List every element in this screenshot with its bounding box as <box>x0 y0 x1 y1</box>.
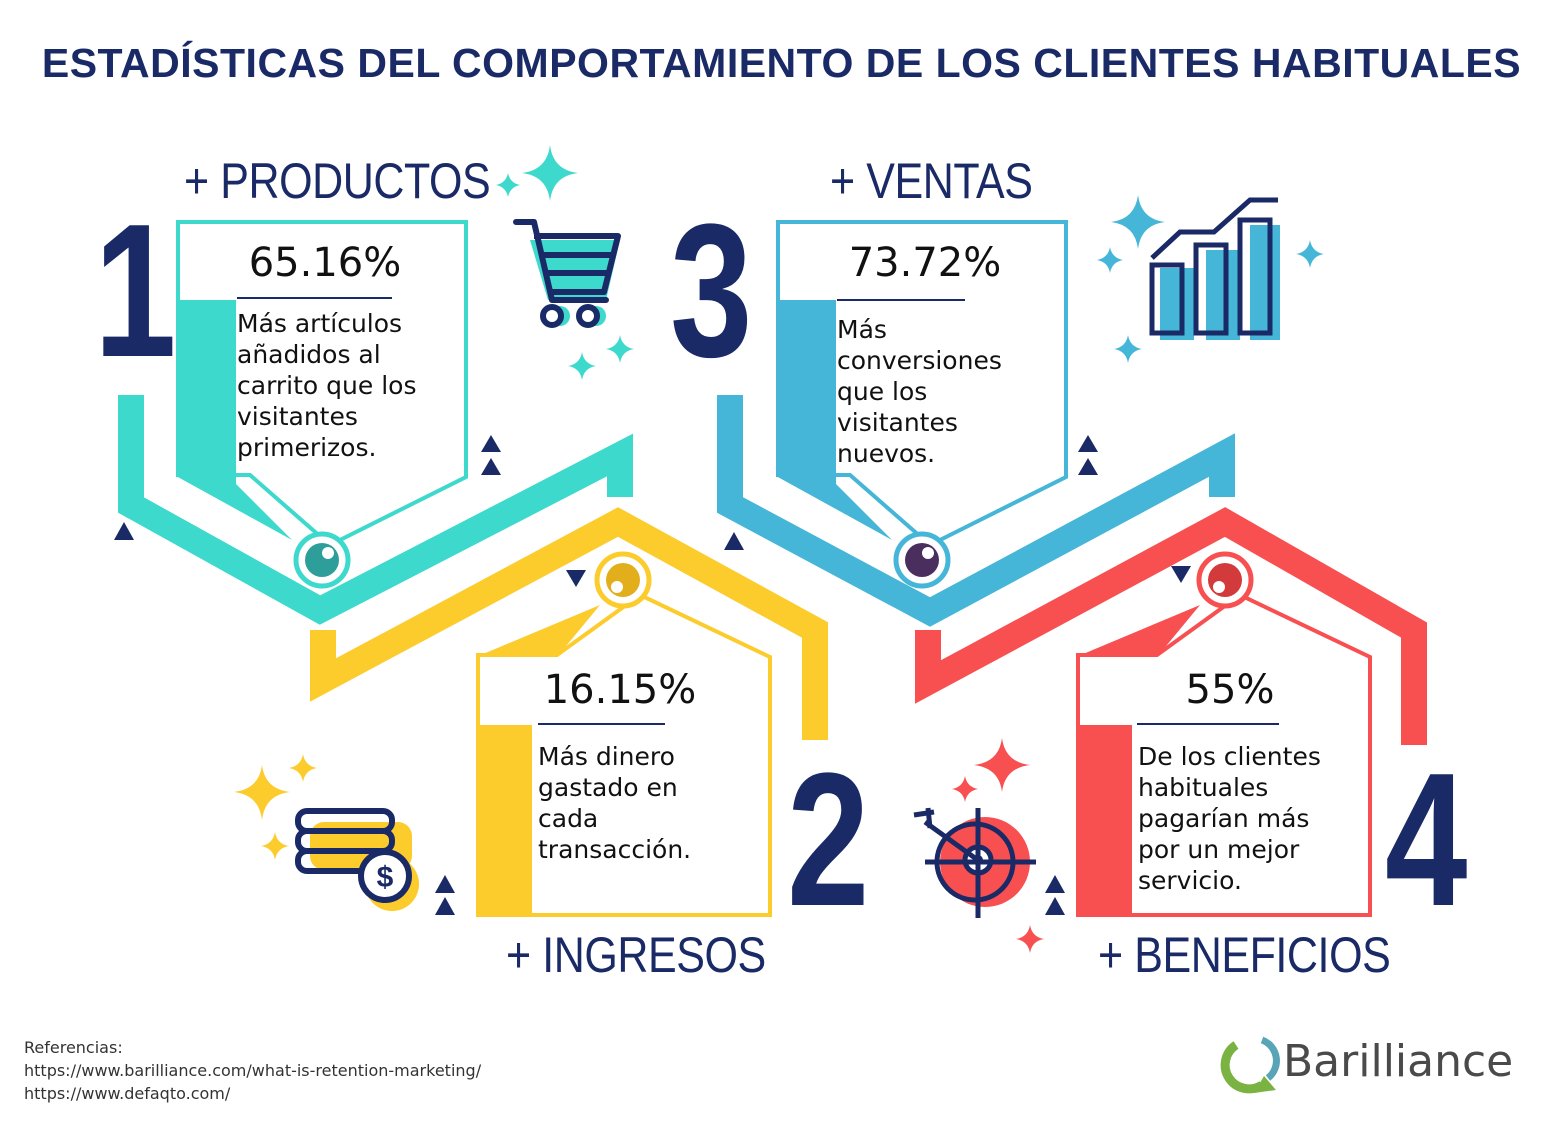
shopping-cart-icon <box>513 219 621 328</box>
step-number-3: 3 <box>670 185 753 397</box>
path-4-red <box>915 507 1427 745</box>
path-2-yellow <box>310 507 828 740</box>
sparkle-icons <box>234 145 1324 953</box>
stat-percent-2: 16.15% <box>543 667 697 713</box>
target-arrow-icon <box>913 807 1036 918</box>
path-3-blue <box>717 395 1235 627</box>
reference-link[interactable]: https://www.barilliance.com/what-is-rete… <box>24 1061 482 1080</box>
category-label-1: + PRODUCTOS <box>184 153 491 209</box>
category-label-3: + VENTAS <box>830 153 1033 209</box>
stat-percent-3: 73.72% <box>848 240 1002 286</box>
step-number-4: 4 <box>1385 734 1468 946</box>
stat-description-4: De los clientes habituales pagarían más por… <box>1138 742 1321 895</box>
card-4 <box>1076 551 1372 917</box>
category-label-4: + BENEFICIOS <box>1098 927 1391 983</box>
svg-text:$: $ <box>377 861 394 894</box>
stat-description-2: Más dinero gastado en cada transacción. <box>538 742 692 864</box>
card-3 <box>776 220 1068 589</box>
path-1-teal <box>118 395 633 625</box>
card-1 <box>176 220 468 589</box>
references: Referencias: https://www.barilliance.com… <box>24 1036 481 1105</box>
category-label-2: + INGRESOS <box>506 927 766 983</box>
triangle-markers <box>114 435 1191 915</box>
stat-description-1: Más artículos añadidos al carrito que los v… <box>237 309 417 462</box>
stat-percent-1: 65.16% <box>248 240 402 286</box>
barilliance-logo-icon <box>1220 1036 1280 1094</box>
stat-percent-4: 55% <box>1185 667 1275 713</box>
brand-name: Barilliance <box>1283 1036 1514 1087</box>
stat-description-3: Más conversiones que los visitantes nuevos. <box>837 315 1002 468</box>
references-label: Referencias: <box>24 1038 123 1057</box>
card-2 <box>476 551 772 917</box>
bar-chart-growth-icon <box>1149 197 1280 340</box>
step-number-2: 2 <box>787 734 870 946</box>
step-number-1: 1 <box>94 185 177 397</box>
money-stack-dollar-icon: $ <box>295 808 419 911</box>
reference-link[interactable]: https://www.defaqto.com/ <box>24 1084 231 1103</box>
page-title: ESTADÍSTICAS DEL COMPORTAMIENTO DE LOS C… <box>41 40 1522 86</box>
